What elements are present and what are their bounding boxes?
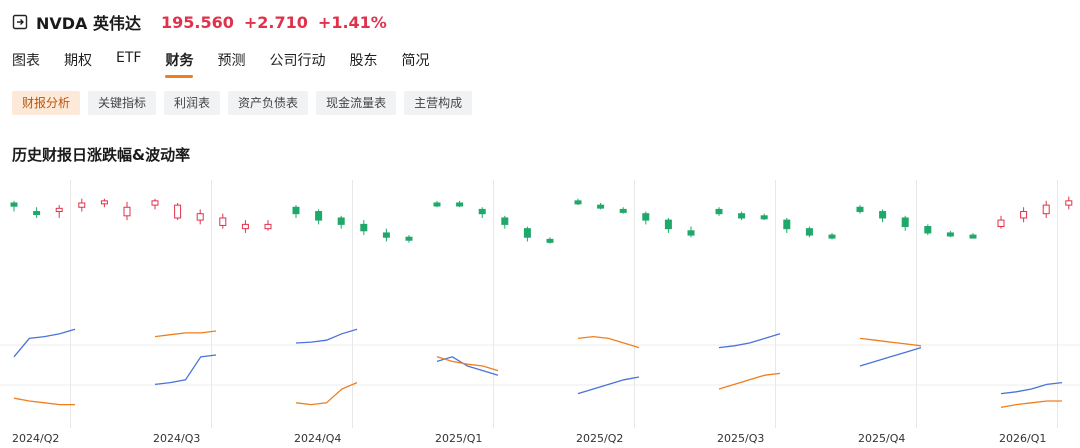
- candle[interactable]: [1042, 204, 1050, 215]
- candle[interactable]: [546, 238, 554, 243]
- quarter-label: 2025/Q2: [576, 432, 623, 445]
- candle[interactable]: [642, 213, 650, 221]
- candle[interactable]: [478, 208, 486, 215]
- candle[interactable]: [151, 200, 159, 206]
- change-line: [13, 397, 75, 406]
- tab-shareholders[interactable]: 股东: [349, 53, 378, 69]
- candle[interactable]: [901, 217, 909, 228]
- subtab-revenue-breakdown[interactable]: 主营构成: [404, 91, 473, 115]
- volatility-line: [154, 354, 217, 386]
- candle[interactable]: [1020, 211, 1028, 219]
- candle[interactable]: [55, 207, 63, 213]
- volatility-line: [577, 376, 640, 395]
- quarter-label: 2024/Q4: [294, 432, 341, 445]
- volatility-line: [436, 356, 499, 376]
- quote-header: NVDA 英伟达 195.560 +2.710 +1.41%: [12, 8, 397, 36]
- candle[interactable]: [664, 219, 672, 230]
- ticker-title: NVDA 英伟达: [36, 14, 142, 33]
- change-line: [1000, 400, 1062, 409]
- candle[interactable]: [501, 217, 509, 225]
- tab-corporate-actions[interactable]: 公司行动: [269, 53, 326, 69]
- candle[interactable]: [805, 228, 813, 236]
- financial-subtabs: 财报分析 关键指标 利润表 资产负债表 现金流量表 主营构成: [12, 91, 480, 115]
- candle[interactable]: [219, 217, 227, 226]
- quarter-label: 2024/Q3: [153, 432, 200, 445]
- volatility-line: [1000, 381, 1063, 395]
- exit-icon[interactable]: [12, 14, 28, 30]
- candle[interactable]: [597, 204, 605, 209]
- quarter-label: 2026/Q1: [999, 432, 1046, 445]
- tab-forecast[interactable]: 预测: [217, 53, 246, 69]
- tab-chart[interactable]: 图表: [12, 53, 40, 69]
- change-line: [859, 337, 922, 347]
- tab-profile[interactable]: 简况: [401, 53, 430, 69]
- subtab-income-statement[interactable]: 利润表: [164, 91, 221, 115]
- candle[interactable]: [760, 215, 768, 220]
- candle[interactable]: [196, 213, 204, 221]
- change-line: [577, 335, 640, 349]
- candle[interactable]: [856, 206, 864, 213]
- candle[interactable]: [738, 213, 746, 219]
- tab-options[interactable]: 期权: [64, 53, 92, 69]
- candle[interactable]: [456, 202, 464, 207]
- candle[interactable]: [879, 211, 887, 219]
- candle[interactable]: [619, 208, 627, 213]
- candle[interactable]: [360, 223, 368, 232]
- candle[interactable]: [924, 226, 932, 234]
- candle[interactable]: [315, 211, 323, 221]
- candle[interactable]: [715, 208, 723, 215]
- change-line: [154, 330, 217, 338]
- candle[interactable]: [997, 219, 1005, 228]
- volatility-line: [295, 328, 358, 344]
- candle[interactable]: [783, 219, 791, 230]
- candle[interactable]: [523, 228, 531, 238]
- candle[interactable]: [382, 232, 390, 238]
- candle[interactable]: [10, 202, 18, 207]
- change-line: [436, 356, 499, 372]
- volatility-line: [13, 328, 76, 358]
- candle[interactable]: [100, 200, 108, 205]
- quarter-label: 2025/Q4: [858, 432, 905, 445]
- tab-etf[interactable]: ETF: [116, 50, 142, 66]
- candle[interactable]: [241, 223, 249, 230]
- candle[interactable]: [946, 232, 954, 237]
- quarter-label: 2025/Q1: [435, 432, 482, 445]
- candle[interactable]: [264, 223, 272, 230]
- main-tabs: 图表 期权 ETF 财务 预测 公司行动 股东 简况: [12, 50, 453, 78]
- change-line: [718, 372, 781, 390]
- candle[interactable]: [687, 230, 695, 236]
- subtab-earnings-analysis[interactable]: 财报分析: [12, 91, 81, 115]
- earnings-chart: 2024/Q2 2024/Q3 2024/Q4 2025/Q1 2025/Q2 2025/…: [0, 180, 1080, 445]
- candle[interactable]: [574, 200, 582, 205]
- last-price: 195.560: [161, 12, 234, 32]
- subtab-cash-flow[interactable]: 现金流量表: [316, 91, 397, 115]
- candle[interactable]: [433, 202, 441, 207]
- quarter-label: 2025/Q3: [717, 432, 764, 445]
- candle[interactable]: [174, 204, 182, 219]
- candle[interactable]: [405, 236, 413, 241]
- candle[interactable]: [123, 206, 131, 217]
- price-change-pct: +1.41%: [317, 12, 387, 32]
- candle[interactable]: [337, 217, 345, 225]
- candle[interactable]: [33, 211, 41, 216]
- change-line: [295, 382, 358, 406]
- volatility-line: [718, 333, 781, 349]
- candle[interactable]: [292, 206, 300, 215]
- candle[interactable]: [969, 234, 977, 239]
- volatility-line: [859, 346, 922, 367]
- subtab-balance-sheet[interactable]: 资产负债表: [228, 91, 309, 115]
- candle[interactable]: [828, 234, 836, 239]
- price-change: +2.710: [243, 12, 308, 32]
- candle[interactable]: [1065, 200, 1073, 206]
- quarter-label: 2024/Q2: [12, 432, 59, 445]
- candle[interactable]: [78, 202, 86, 208]
- subtab-key-metrics[interactable]: 关键指标: [88, 91, 157, 115]
- tab-financials[interactable]: 财务: [165, 50, 194, 78]
- section-title: 历史财报日涨跌幅&波动率: [12, 146, 191, 164]
